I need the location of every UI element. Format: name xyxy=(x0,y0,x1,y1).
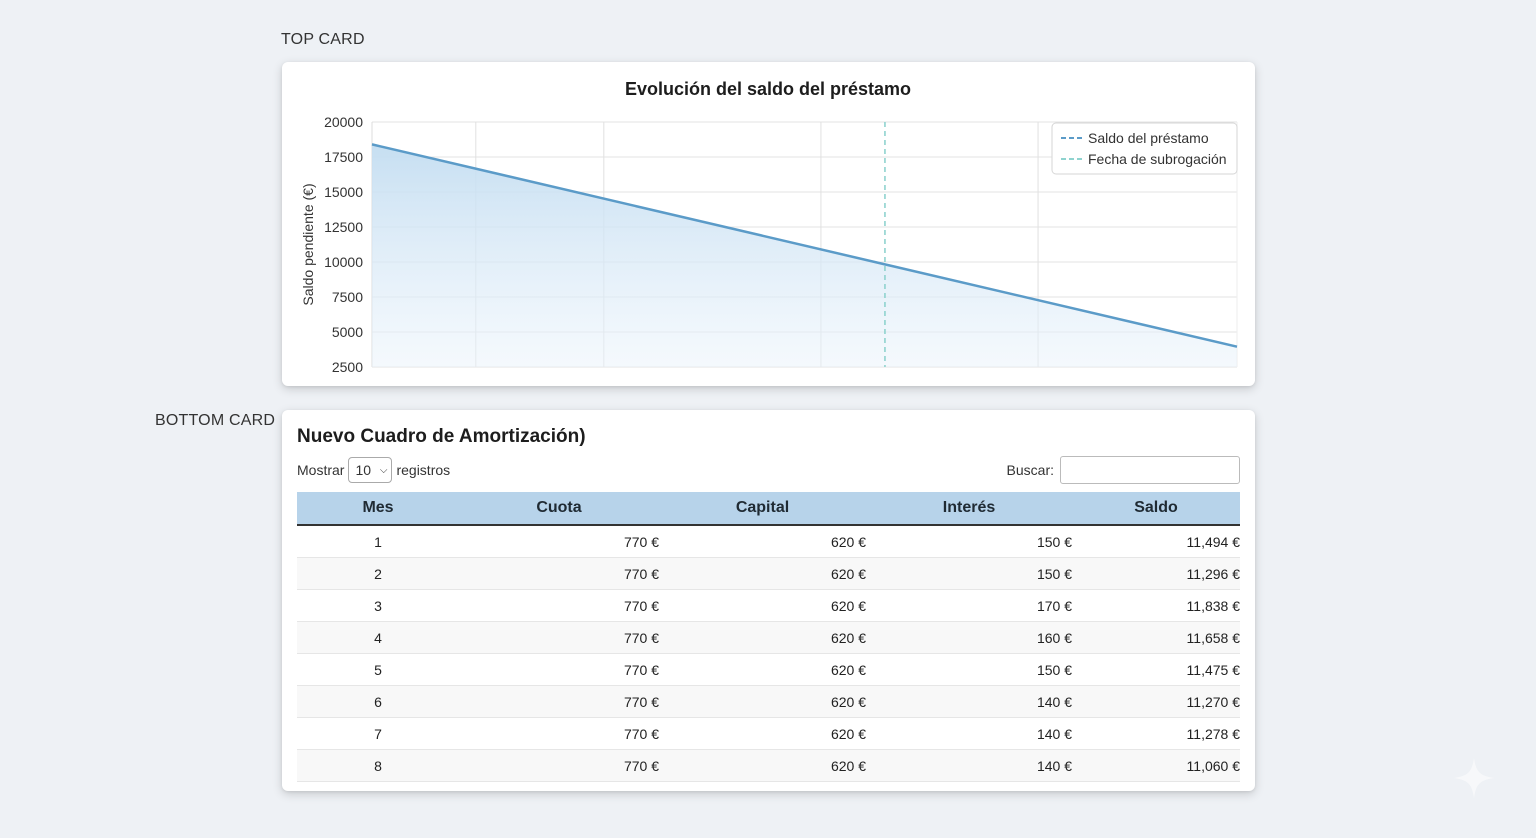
legend-box xyxy=(1051,122,1238,175)
y-tick-label: 5000 xyxy=(332,324,363,340)
loan-balance-chart: Evolución del saldo del préstamo 20000 175… xyxy=(300,79,1238,375)
records-label: registros xyxy=(396,462,451,478)
table-controls: Mostrar 10 ⌵ registros Buscar: xyxy=(297,456,1240,484)
cell-cuota: 770 € xyxy=(459,749,659,782)
cell-mes: 7 xyxy=(297,717,459,750)
cell-mes: 4 xyxy=(297,621,459,654)
cell-capital: 620 € xyxy=(659,589,866,622)
cell-interes: 140 € xyxy=(866,749,1072,782)
cell-interes: 170 € xyxy=(866,589,1072,622)
cell-mes: 1 xyxy=(297,525,459,558)
cell-saldo: 11,494 € xyxy=(1072,525,1240,558)
table-title: Nuevo Cuadro de Amortización) xyxy=(297,426,586,447)
cell-saldo: 11,296 € xyxy=(1072,557,1240,590)
cell-mes: 8 xyxy=(297,749,459,782)
cell-saldo: 11,278 € xyxy=(1072,717,1240,750)
cell-saldo: 11,270 € xyxy=(1072,685,1240,718)
search-control: Buscar: xyxy=(1007,456,1240,484)
column-header-mes[interactable]: Mes xyxy=(297,492,459,526)
y-axis-label: Saldo pendiente (€) xyxy=(300,183,316,305)
y-tick-label: 7500 xyxy=(332,289,363,305)
top-card-label: TOP CARD xyxy=(281,31,365,48)
sparkle-icon xyxy=(1454,758,1494,798)
amortization-card: Nuevo Cuadro de Amortización) Mostrar 10… xyxy=(282,410,1255,791)
y-tick-label: 15000 xyxy=(324,184,363,200)
cell-capital: 620 € xyxy=(659,653,866,686)
bottom-card-label: BOTTOM CARD xyxy=(155,412,276,429)
y-tick-label: 12500 xyxy=(324,219,363,235)
cell-cuota: 770 € xyxy=(459,685,659,718)
cell-capital: 620 € xyxy=(659,525,866,558)
column-header-cuota[interactable]: Cuota xyxy=(459,492,659,526)
page-length-value: 10 xyxy=(355,462,372,478)
column-header-interes[interactable]: Interés xyxy=(866,492,1072,526)
table-row: 4 770 €620 €160 €11,658 € xyxy=(297,621,1240,654)
table-row: 6 770 €620 €140 €11,270 € xyxy=(297,685,1240,718)
cell-interes: 160 € xyxy=(866,621,1072,654)
chevron-down-icon: ⌵ xyxy=(379,464,388,476)
cell-capital: 620 € xyxy=(659,749,866,782)
search-input[interactable] xyxy=(1060,456,1240,484)
column-header-capital[interactable]: Capital xyxy=(659,492,866,526)
chart-card: Evolución del saldo del préstamo 20000 175… xyxy=(282,62,1255,386)
table-row: 7 770 €620 €140 €11,278 € xyxy=(297,717,1240,750)
table-row: 5 770 €620 €150 €11,475 € xyxy=(297,653,1240,686)
cell-mes: 3 xyxy=(297,589,459,622)
cell-capital: 620 € xyxy=(659,717,866,750)
cell-interes: 150 € xyxy=(866,653,1072,686)
cell-interes: 140 € xyxy=(866,685,1072,718)
page-length-select[interactable]: 10 ⌵ xyxy=(348,457,393,483)
cell-mes: 6 xyxy=(297,685,459,718)
series-line-saldo xyxy=(371,143,1238,348)
cell-cuota: 770 € xyxy=(459,717,659,750)
legend-label-saldo: Saldo del préstamo xyxy=(1088,130,1209,146)
table-row: 8 770 €620 €140 €11,060 € xyxy=(297,749,1240,782)
legend-label-subrogacion: Fecha de subrogación xyxy=(1088,151,1227,167)
y-tick-label: 10000 xyxy=(324,254,363,270)
table-row: 1 770 €620 €150 €11,494 € xyxy=(297,525,1240,558)
cell-mes: 2 xyxy=(297,557,459,590)
amortization-table: Mes Cuota Capital Interés Saldo 1 770 €62… xyxy=(297,492,1240,782)
y-tick-label: 2500 xyxy=(332,359,363,375)
series-area-fill xyxy=(372,144,1237,367)
cell-capital: 620 € xyxy=(659,621,866,654)
table-header-row: Mes Cuota Capital Interés Saldo xyxy=(297,492,1240,526)
y-tick-label: 17500 xyxy=(324,149,363,165)
cell-capital: 620 € xyxy=(659,557,866,590)
cell-saldo: 11,838 € xyxy=(1072,589,1240,622)
cell-saldo: 11,475 € xyxy=(1072,653,1240,686)
y-tick-label: 20000 xyxy=(324,114,363,130)
table-row: 3 770 €620 €170 €11,838 € xyxy=(297,589,1240,622)
cell-mes: 5 xyxy=(297,653,459,686)
show-label: Mostrar xyxy=(297,462,345,478)
cell-saldo: 11,060 € xyxy=(1072,749,1240,782)
cell-cuota: 770 € xyxy=(459,557,659,590)
page-length-control: Mostrar 10 ⌵ registros xyxy=(297,457,450,483)
cell-capital: 620 € xyxy=(659,685,866,718)
cell-cuota: 770 € xyxy=(459,589,659,622)
column-header-saldo[interactable]: Saldo xyxy=(1072,492,1240,526)
table-row: 2 770 €620 €150 €11,296 € xyxy=(297,557,1240,590)
cell-cuota: 770 € xyxy=(459,621,659,654)
search-label: Buscar: xyxy=(1006,462,1054,478)
chart-title: Evolución del saldo del préstamo xyxy=(625,79,911,99)
cell-interes: 150 € xyxy=(866,557,1072,590)
cell-saldo: 11,658 € xyxy=(1072,621,1240,654)
cell-interes: 140 € xyxy=(866,717,1072,750)
cell-cuota: 770 € xyxy=(459,525,659,558)
cell-interes: 150 € xyxy=(866,525,1072,558)
cell-cuota: 770 € xyxy=(459,653,659,686)
